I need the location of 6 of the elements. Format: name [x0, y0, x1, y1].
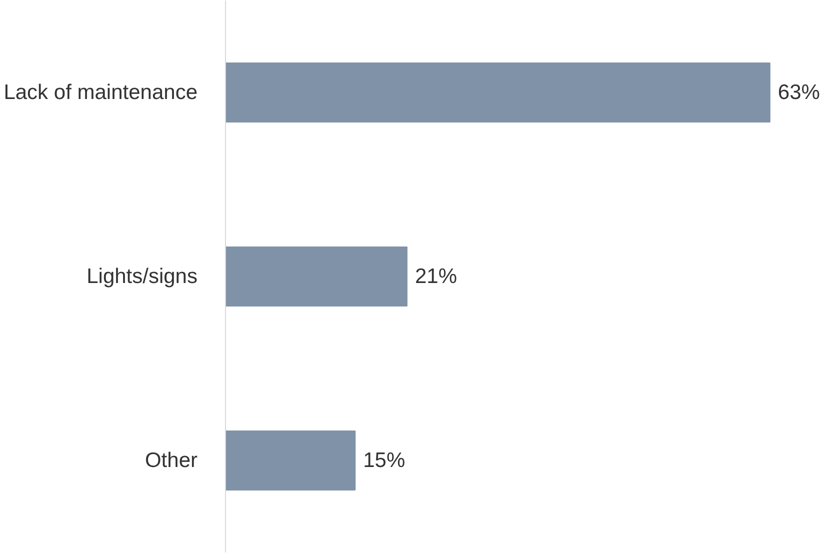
data-label: 15% [363, 449, 406, 472]
y-tick-label: Other [144, 449, 198, 472]
data-label: 21% [414, 265, 457, 288]
y-tick-label: Lack of maintenance [4, 81, 198, 104]
data-label: 63% [778, 81, 820, 104]
y-tick-label: Lights/signs [86, 265, 198, 288]
